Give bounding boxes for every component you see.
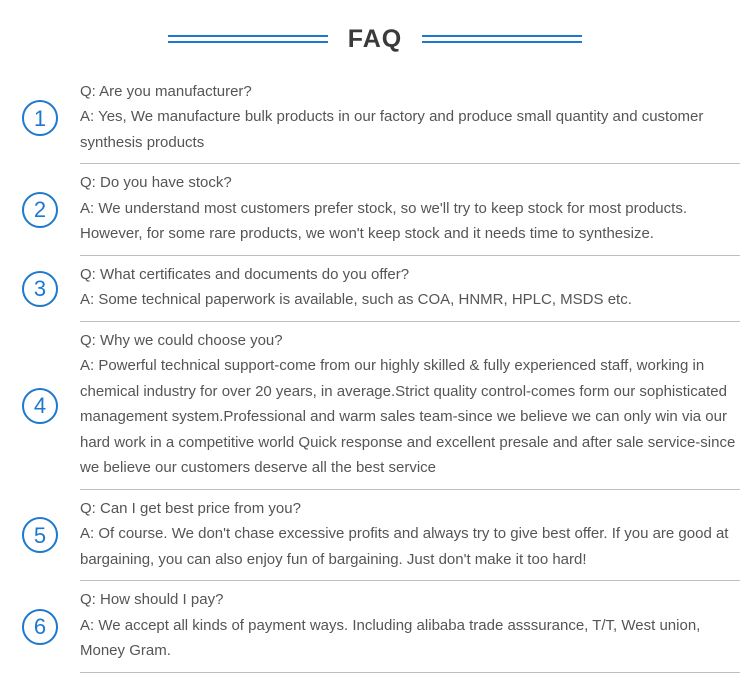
faq-question: Q: Are you manufacturer? [80, 79, 740, 105]
faq-answer: A: Some technical paperwork is available… [80, 287, 740, 313]
faq-item: 5 Q: Can I get best price from you? A: O… [22, 490, 740, 582]
faq-question: Q: Can I get best price from you? [80, 496, 740, 522]
faq-content: Q: How should I pay? A: We accept all ki… [80, 581, 740, 673]
faq-answer: A: Yes, We manufacture bulk products in … [80, 104, 740, 155]
faq-header: FAQ [0, 0, 750, 73]
faq-content: Q: Do you have stock? A: We understand m… [80, 164, 740, 256]
faq-list: 1 Q: Are you manufacturer? A: Yes, We ma… [0, 73, 750, 673]
faq-question: Q: Do you have stock? [80, 170, 740, 196]
faq-question: Q: What certificates and documents do yo… [80, 262, 740, 288]
faq-answer: A: We understand most customers prefer s… [80, 196, 740, 247]
faq-answer: A: Of course. We don't chase excessive p… [80, 521, 740, 572]
header-line-right [422, 35, 582, 43]
page-title: FAQ [348, 18, 402, 61]
faq-content: Q: Are you manufacturer? A: Yes, We manu… [80, 73, 740, 165]
faq-item: 4 Q: Why we could choose you? A: Powerfu… [22, 322, 740, 490]
faq-number-badge: 2 [22, 192, 58, 228]
faq-number-badge: 1 [22, 100, 58, 136]
faq-answer: A: Powerful technical support-come from … [80, 353, 740, 481]
faq-content: Q: Why we could choose you? A: Powerful … [80, 322, 740, 490]
header-line-left [168, 35, 328, 43]
faq-answer: A: We accept all kinds of payment ways. … [80, 613, 740, 664]
faq-question: Q: Why we could choose you? [80, 328, 740, 354]
faq-item: 3 Q: What certificates and documents do … [22, 256, 740, 322]
faq-number-badge: 6 [22, 609, 58, 645]
faq-content: Q: Can I get best price from you? A: Of … [80, 490, 740, 582]
faq-item: 1 Q: Are you manufacturer? A: Yes, We ma… [22, 73, 740, 165]
faq-number-badge: 5 [22, 517, 58, 553]
faq-number-badge: 3 [22, 271, 58, 307]
faq-item: 2 Q: Do you have stock? A: We understand… [22, 164, 740, 256]
faq-number-badge: 4 [22, 388, 58, 424]
faq-content: Q: What certificates and documents do yo… [80, 256, 740, 322]
faq-item: 6 Q: How should I pay? A: We accept all … [22, 581, 740, 673]
faq-question: Q: How should I pay? [80, 587, 740, 613]
